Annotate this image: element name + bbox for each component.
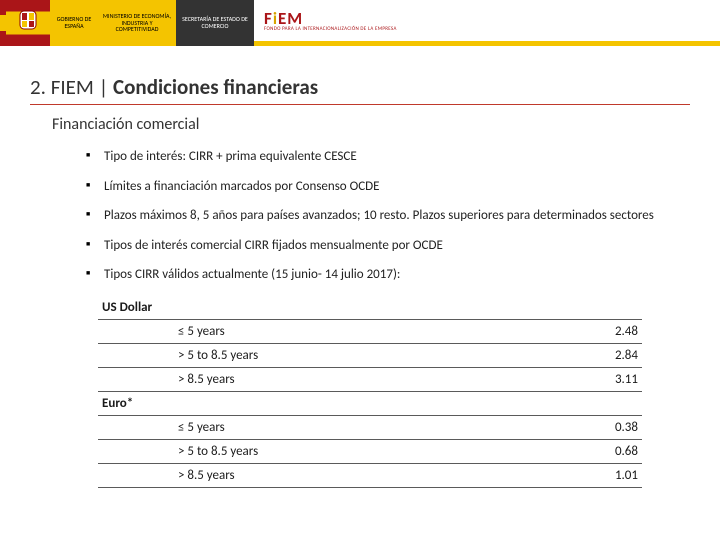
title-prefix: 2. FIEM |: [30, 74, 113, 100]
fiem-logo: FiEM FONDO PARA LA INTERNACIONALIZACIÓN …: [264, 10, 397, 32]
rate-cell: 2.48: [615, 324, 638, 339]
term-cell: ≤ 5 years: [102, 324, 225, 339]
secretaria-label: SECRETARÍA DE ESTADO DE COMERCIO: [176, 0, 254, 46]
list-item: Plazos máximos 8, 5 años para países ava…: [86, 207, 690, 225]
term-cell: > 5 to 8.5 years: [102, 348, 258, 363]
term-cell: > 5 to 8.5 years: [102, 444, 258, 459]
term-cell: > 8.5 years: [102, 468, 235, 483]
table-row: ≤ 5 years 2.48: [98, 320, 642, 344]
currency-header: US Dollar: [98, 296, 642, 320]
table-row: > 8.5 years 1.01: [98, 464, 642, 488]
subtitle: Financiación comercial: [52, 115, 690, 134]
coat-of-arms-icon: [6, 0, 50, 46]
rate-cell: 3.11: [615, 372, 638, 387]
cirr-rates-table: US Dollar ≤ 5 years 2.48 > 5 to 8.5 year…: [98, 296, 642, 488]
list-item: Tipos de interés comercial CIRR fijados …: [86, 237, 690, 255]
fiem-brand-block: FiEM FONDO PARA LA INTERNACIONALIZACIÓN …: [254, 0, 720, 46]
page-title: 2. FIEM | Condiciones financieras: [30, 74, 690, 105]
list-item: Límites a financiación marcados por Cons…: [86, 178, 690, 196]
header-bar: GOBIERNO DE ESPAÑA MINISTERIO DE ECONOMÍ…: [0, 0, 720, 46]
table-row: > 8.5 years 3.11: [98, 368, 642, 392]
list-item: Tipo de interés: CIRR + prima equivalent…: [86, 148, 690, 166]
gobierno-label: GOBIERNO DE ESPAÑA: [50, 0, 98, 46]
rate-cell: 0.68: [615, 444, 638, 459]
rate-cell: 1.01: [615, 468, 638, 483]
title-main: Condiciones financieras: [113, 74, 318, 100]
table-row: > 5 to 8.5 years 0.68: [98, 440, 642, 464]
slide-content: 2. FIEM | Condiciones financieras Financ…: [0, 46, 720, 488]
currency-header: Euro*: [98, 392, 642, 416]
term-cell: > 8.5 years: [102, 372, 235, 387]
rate-cell: 0.38: [615, 420, 638, 435]
bullet-list: Tipo de interés: CIRR + prima equivalent…: [86, 148, 690, 284]
list-item: Tipos CIRR válidos actualmente (15 junio…: [86, 266, 690, 284]
ministerio-label: MINISTERIO DE ECONOMÍA, INDUSTRIA Y COMP…: [98, 0, 176, 46]
rate-cell: 2.84: [615, 348, 638, 363]
term-cell: ≤ 5 years: [102, 420, 225, 435]
table-row: > 5 to 8.5 years 2.84: [98, 344, 642, 368]
table-row: ≤ 5 years 0.38: [98, 416, 642, 440]
